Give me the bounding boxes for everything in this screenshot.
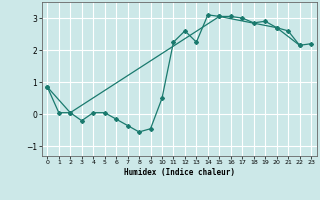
X-axis label: Humidex (Indice chaleur): Humidex (Indice chaleur): [124, 168, 235, 177]
